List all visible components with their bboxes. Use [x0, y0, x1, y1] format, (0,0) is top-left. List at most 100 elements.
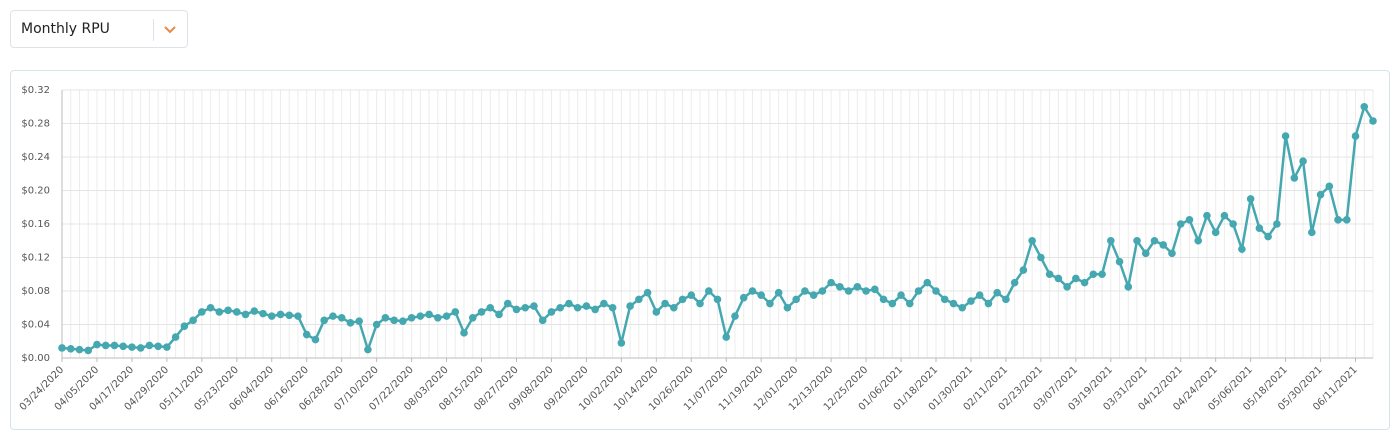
- data-point: [967, 297, 975, 305]
- metric-dropdown[interactable]: Monthly RPU: [10, 10, 188, 48]
- data-point: [1141, 249, 1150, 258]
- data-point: [565, 299, 573, 308]
- data-point: [1342, 216, 1351, 224]
- data-point: [1072, 274, 1080, 283]
- data-point: [145, 341, 154, 350]
- data-point: [801, 287, 809, 295]
- chevron-icon: [164, 26, 176, 34]
- data-point: [1211, 228, 1220, 237]
- data-point: [93, 340, 101, 349]
- data-point: [442, 312, 451, 320]
- data-point: [1107, 236, 1115, 245]
- data-point: [1334, 216, 1342, 224]
- data-point: [434, 314, 442, 322]
- y-tick-label: $0.12: [21, 253, 50, 264]
- data-point: [1220, 211, 1229, 220]
- data-point: [1089, 270, 1098, 279]
- data-point: [827, 278, 835, 287]
- data-point: [897, 291, 905, 299]
- data-point: [923, 278, 932, 287]
- data-point: [975, 291, 984, 299]
- data-point: [58, 344, 66, 352]
- data-point: [783, 303, 792, 312]
- data-point: [836, 283, 844, 291]
- data-point: [1238, 245, 1246, 253]
- data-point: [1028, 236, 1036, 245]
- data-point: [949, 299, 958, 308]
- y-tick-label: $0.00: [21, 353, 50, 364]
- data-point: [984, 299, 993, 308]
- data-point: [285, 311, 294, 320]
- data-point: [1098, 270, 1106, 279]
- data-point: [416, 312, 425, 320]
- data-point: [696, 299, 704, 308]
- data-point: [84, 346, 93, 355]
- data-point: [302, 330, 311, 339]
- data-point: [1037, 253, 1045, 262]
- data-point: [1290, 174, 1299, 182]
- data-point: [477, 308, 486, 316]
- dropdown-label: Monthly RPU: [21, 21, 110, 37]
- data-point: [661, 299, 669, 308]
- data-point: [1010, 278, 1019, 287]
- data-point: [276, 310, 285, 319]
- separator: [153, 19, 154, 41]
- data-point: [958, 303, 967, 312]
- y-tick-label: $0.24: [21, 152, 50, 163]
- data-point: [1229, 220, 1237, 228]
- data-point: [180, 322, 189, 330]
- data-point: [198, 308, 206, 316]
- data-point: [538, 316, 547, 325]
- data-point: [1281, 132, 1290, 140]
- data-point: [940, 295, 949, 304]
- data-point: [871, 285, 879, 294]
- data-point: [888, 299, 897, 308]
- data-point: [1255, 224, 1264, 232]
- data-point: [136, 344, 145, 352]
- data-point: [163, 343, 171, 351]
- data-point: [1203, 211, 1211, 220]
- data-point: [635, 295, 643, 304]
- data-point: [774, 288, 783, 297]
- data-point: [1159, 241, 1168, 249]
- data-point: [600, 299, 608, 308]
- data-point: [460, 329, 468, 337]
- data-point: [206, 303, 215, 312]
- data-point: [154, 342, 162, 351]
- data-point: [215, 308, 224, 316]
- data-point: [591, 305, 599, 314]
- data-point: [1185, 216, 1194, 224]
- y-tick-label: $0.20: [21, 186, 50, 197]
- y-tick-label: $0.04: [21, 320, 50, 331]
- data-point: [547, 308, 556, 316]
- data-point: [844, 287, 853, 295]
- data-point: [66, 344, 75, 353]
- data-point: [809, 291, 818, 299]
- data-point: [512, 305, 521, 314]
- data-point: [739, 293, 748, 302]
- data-point: [573, 303, 582, 312]
- data-point: [75, 345, 84, 354]
- data-point: [722, 333, 731, 341]
- data-point: [757, 291, 765, 299]
- data-point: [608, 303, 617, 312]
- data-point: [748, 287, 757, 295]
- data-point: [1369, 117, 1377, 125]
- data-point: [1316, 190, 1325, 199]
- data-point: [337, 314, 346, 322]
- data-point: [530, 302, 538, 310]
- data-point: [1045, 270, 1054, 279]
- y-tick-label: $0.28: [21, 119, 50, 130]
- data-point: [1124, 283, 1133, 291]
- data-point: [1194, 236, 1202, 245]
- data-point: [311, 335, 320, 344]
- data-point: [1115, 257, 1124, 266]
- data-point: [731, 312, 739, 320]
- data-point: [905, 299, 914, 308]
- data-point: [329, 312, 337, 320]
- data-point: [932, 287, 940, 295]
- chart-panel: [10, 70, 1390, 430]
- data-point: [704, 287, 713, 295]
